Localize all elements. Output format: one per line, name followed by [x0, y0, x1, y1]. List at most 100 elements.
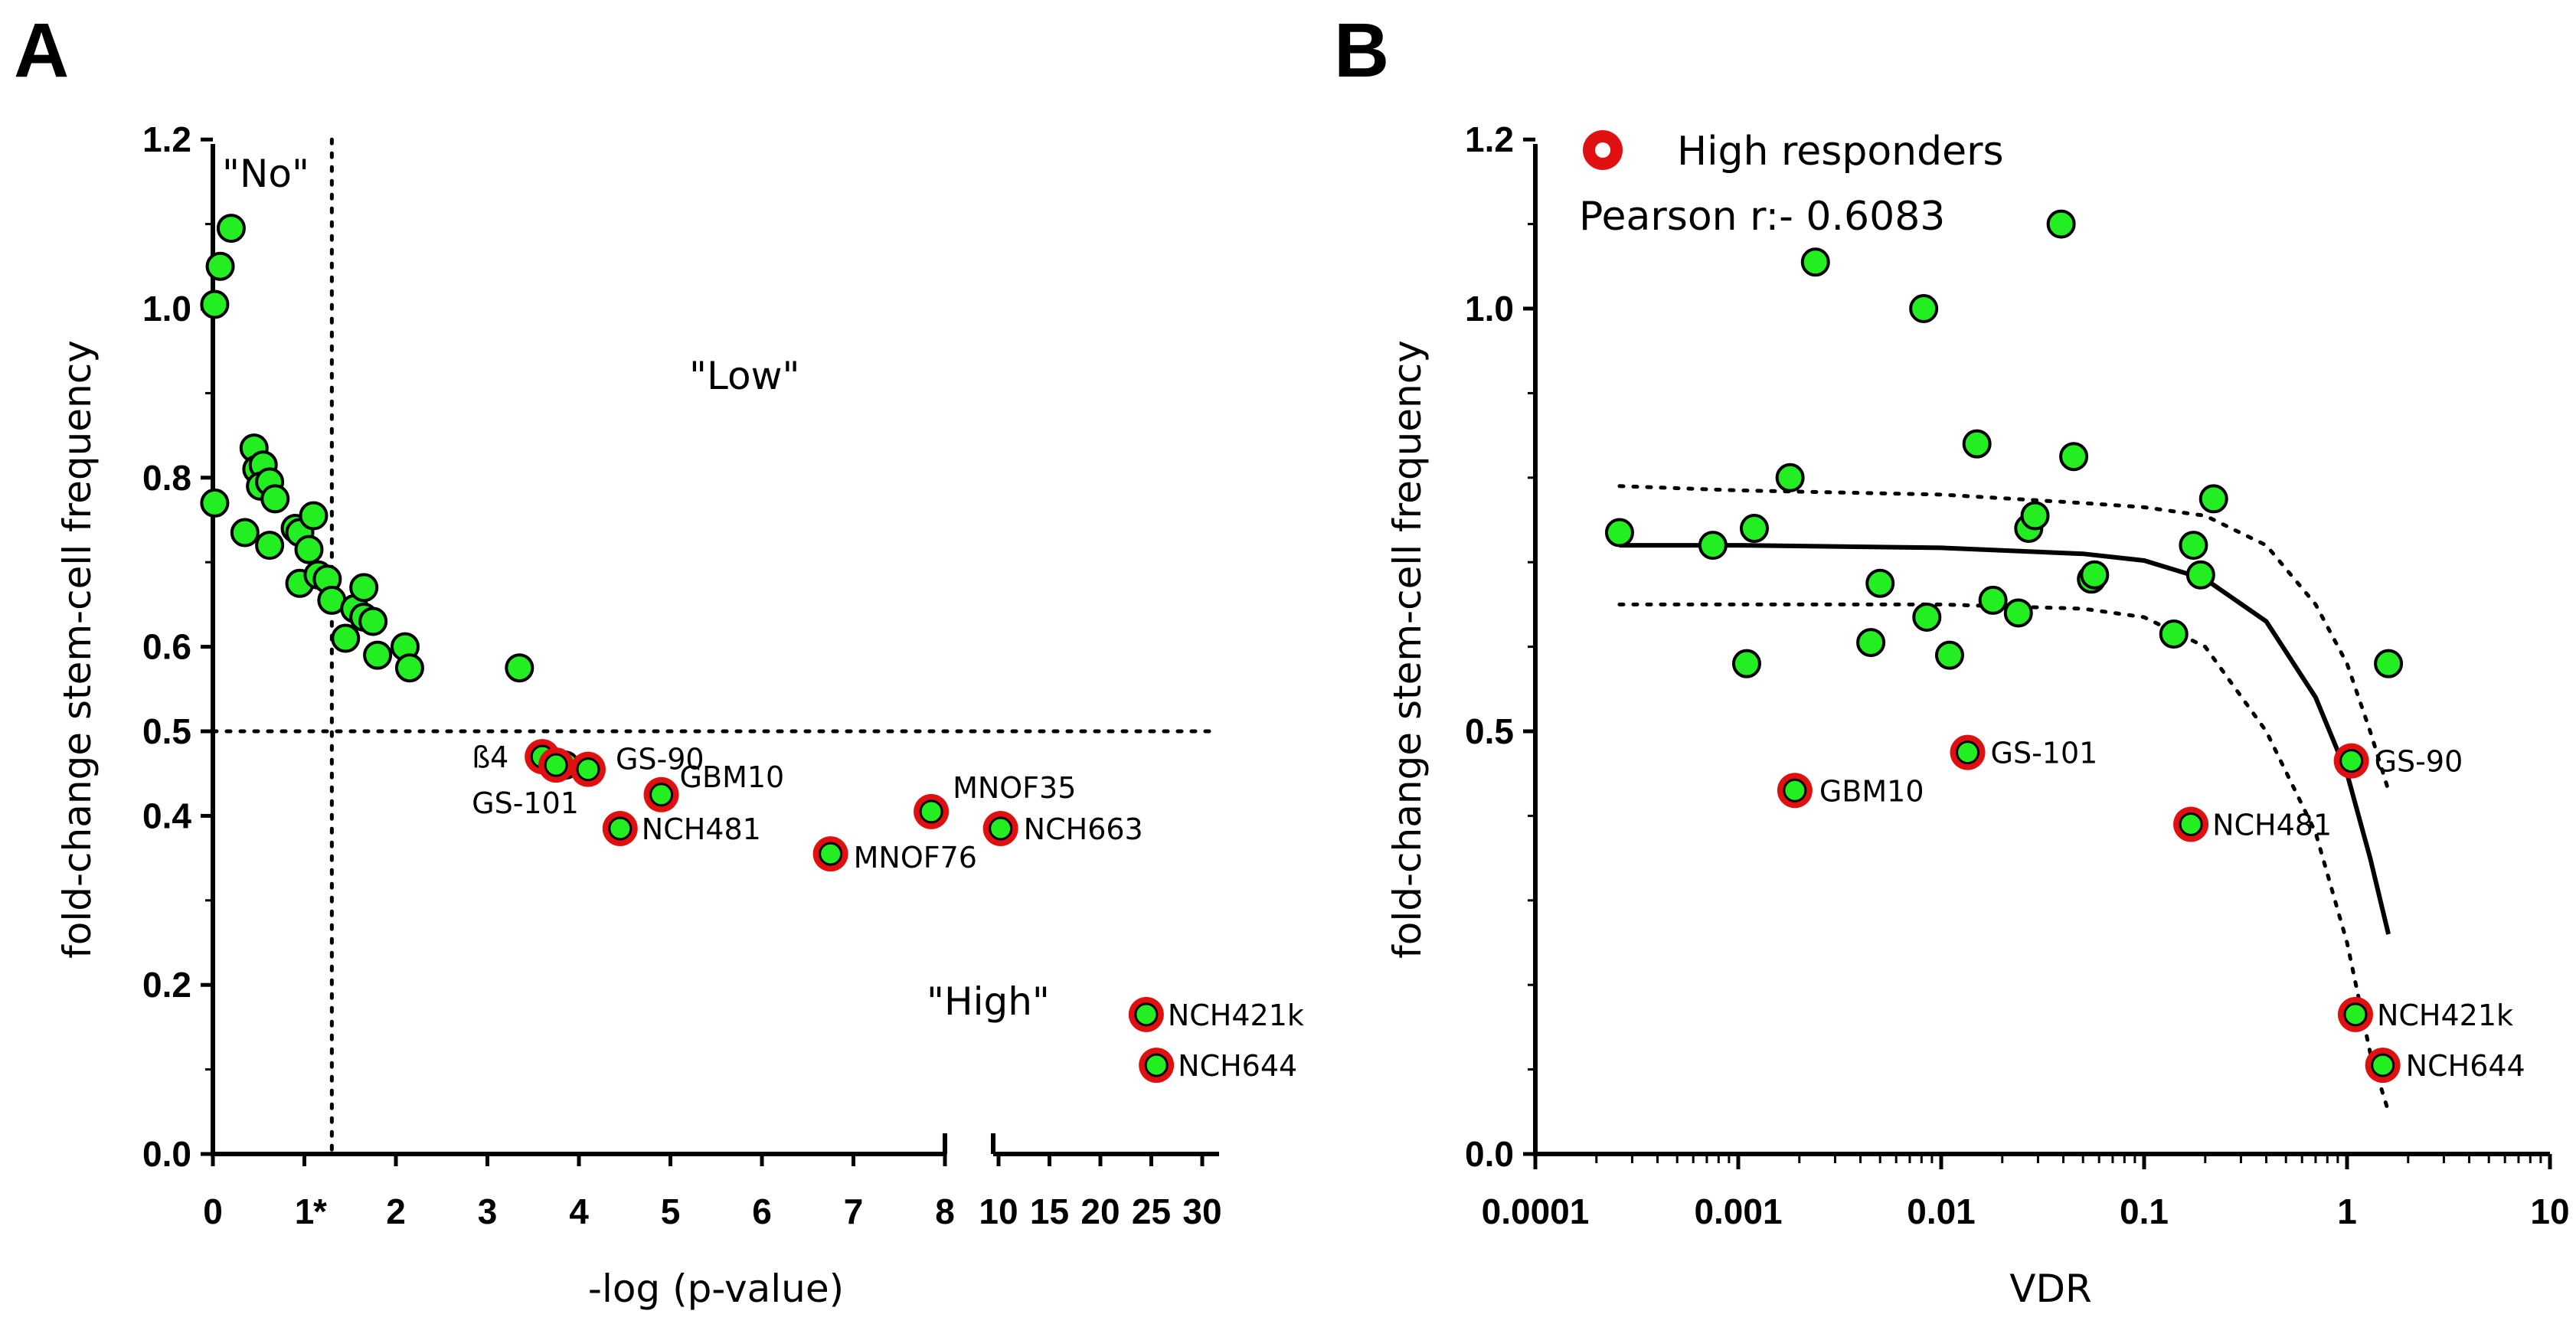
panel-b-x-tick-label: 0.01: [1907, 1192, 1976, 1231]
panel-b-data-point: [1962, 429, 1992, 459]
panel-a-x-tick-label: 3: [478, 1192, 498, 1231]
panel-a-x-tick-label-right: 20: [1080, 1192, 1120, 1231]
panel-b-data-point: [2003, 598, 2033, 628]
panel-a-letter: A: [14, 8, 69, 93]
panel-b-letter: B: [1334, 8, 1389, 93]
panel-b-data-point: [1934, 640, 1964, 670]
panel-a-data-point: [255, 531, 285, 561]
panel-b-high-responder-point: [1956, 740, 1980, 765]
panel-a-point-label: GBM10: [680, 760, 785, 794]
panel-a-high-responder-point: [989, 816, 1013, 841]
panel-b-data-point: [1865, 568, 1895, 598]
panel-a-point-label: NCH644: [1178, 1049, 1297, 1083]
region-label-low: "Low": [689, 354, 799, 398]
panel-a-y-tick-label: 0.2: [142, 965, 191, 1005]
panel-a-data-point: [200, 488, 230, 518]
legend-label: High responders: [1677, 129, 2004, 175]
panel-b-point-label: GBM10: [1819, 774, 1924, 808]
panel-a-y-axis-title: fold-change stem-cell frequency: [55, 340, 100, 959]
panel-a-high-responder-point: [608, 816, 633, 841]
panel-a-y-tick-label: 0.6: [142, 627, 191, 667]
panel-a-data-point: [363, 640, 393, 670]
panel-b-point-label: GS-101: [1991, 737, 2098, 770]
panel-a-x-axis-title: -log (p-value): [588, 1267, 844, 1311]
panel-a-high-responder-point: [1144, 1053, 1169, 1077]
panel-b-data-point: [1731, 649, 1761, 678]
panel-a-x-tick-label-right: 25: [1132, 1192, 1171, 1231]
panel-a-high-responder-point: [544, 753, 568, 777]
panel-a-high-responder-point: [576, 757, 600, 782]
panel-b-high-responder-point: [2339, 749, 2364, 773]
panel-b-ci-lower: [1617, 602, 2391, 1114]
panel-b-data-point: [1775, 463, 1805, 492]
panel-b-x-tick-label: 0.001: [1694, 1192, 1782, 1231]
panel-b-x-tick-label: 1: [2337, 1192, 2357, 1231]
panel-a-data-point: [331, 623, 361, 653]
panel-a-x-tick-label-right: 15: [1030, 1192, 1069, 1231]
panel-a-y-tick-label: 0.0: [142, 1134, 191, 1174]
panel-b-point-label: GS-90: [2375, 745, 2463, 779]
panel-a-data-point: [260, 484, 290, 514]
panel-a-point-label: MNOF76: [854, 841, 977, 874]
panel-b-y-tick-label: 1.0: [1465, 289, 1514, 329]
panel-a-point-label: NCH421k: [1168, 999, 1304, 1032]
panel-b-x-axis-title: VDR: [2009, 1267, 2091, 1311]
region-label-no: "No": [222, 152, 309, 196]
panel-a-y-tick-label: 0.4: [142, 796, 191, 835]
panel-a-data-point: [216, 214, 246, 244]
panel-b-data-point: [1856, 628, 1886, 658]
panel-b-point-label: NCH421k: [2377, 999, 2513, 1032]
panel-a-y-tick-label: 1.2: [142, 119, 191, 159]
panel-a-x-tick-label-right: 30: [1182, 1192, 1221, 1231]
panel-b-data-point: [2374, 649, 2404, 678]
panel-b-data-point: [2020, 501, 2050, 531]
panel-b-data-point: [1604, 518, 1634, 548]
panel-a-point-label: MNOF35: [953, 771, 1076, 805]
panel-b-high-responder-point: [2371, 1053, 2395, 1077]
panel-b-point-label: NCH644: [2406, 1049, 2525, 1083]
panel-a-data-point: [505, 653, 534, 683]
panel-a-point-label: NCH481: [642, 812, 761, 846]
panel-a-high-responder-point: [819, 842, 843, 866]
panel-b-data-point: [2046, 209, 2076, 239]
panel-b-high-responder-point: [2343, 1002, 2368, 1027]
panel-b-y-tick-label: 0.0: [1465, 1134, 1514, 1174]
panel-b-data-point: [1739, 514, 1769, 544]
panel-b-data-point: [2059, 442, 2089, 472]
panel-b-data-point: [2198, 484, 2228, 514]
panel-a-x-tick-label: 6: [752, 1192, 772, 1231]
panel-a-x-tick-label: 2: [386, 1192, 406, 1231]
panel-b-data-point: [1912, 602, 1942, 632]
panel-b-data-point: [2080, 560, 2110, 590]
panel-a-y-tick-label: 0.5: [142, 711, 191, 751]
panel-a-data-point: [230, 518, 260, 548]
panel-a-data-point: [294, 534, 324, 564]
panel-a-x-tick-label: 7: [844, 1192, 864, 1231]
panel-a-y-tick-label: 1.0: [142, 289, 191, 329]
panel-b-high-responder-point: [1783, 778, 1807, 803]
pearson-annotation: Pearson r:- 0.6083: [1579, 194, 1945, 240]
panel-b-data-point: [2185, 560, 2215, 590]
threshold-marker-star: *: [313, 1192, 327, 1231]
panel-a-chart: * "No" "Low" "High" -log (p-value) fold-…: [55, 119, 1304, 1311]
panel-a-data-point: [394, 653, 424, 683]
panel-b-point-label: NCH481: [2212, 808, 2332, 842]
legend-marker-inner: [1595, 142, 1610, 158]
panel-b-chart: High responders Pearson r:- 0.6083 VDR f…: [1385, 119, 2570, 1311]
panel-a-x-tick-label: 5: [661, 1192, 681, 1231]
region-label-high: "High": [927, 979, 1050, 1024]
panel-a-point-label: NCH663: [1024, 812, 1143, 846]
panel-a-point-label: GS-90: [616, 743, 704, 776]
panel-b-data-point: [1800, 247, 1830, 277]
panel-b-y-tick-label: 0.5: [1465, 711, 1514, 751]
panel-b-data-point: [2159, 619, 2189, 649]
panel-a-x-tick-label: 1: [295, 1192, 315, 1231]
panel-a-data-point: [200, 289, 230, 319]
panel-a-high-responder-point: [649, 783, 674, 807]
panel-b-data-point: [1978, 585, 2008, 615]
panel-a-data-point: [349, 573, 379, 603]
panel-a-data-point: [299, 501, 329, 531]
panel-a-point-label: ß4: [472, 740, 508, 774]
panel-b-high-responder-point: [2179, 812, 2203, 836]
